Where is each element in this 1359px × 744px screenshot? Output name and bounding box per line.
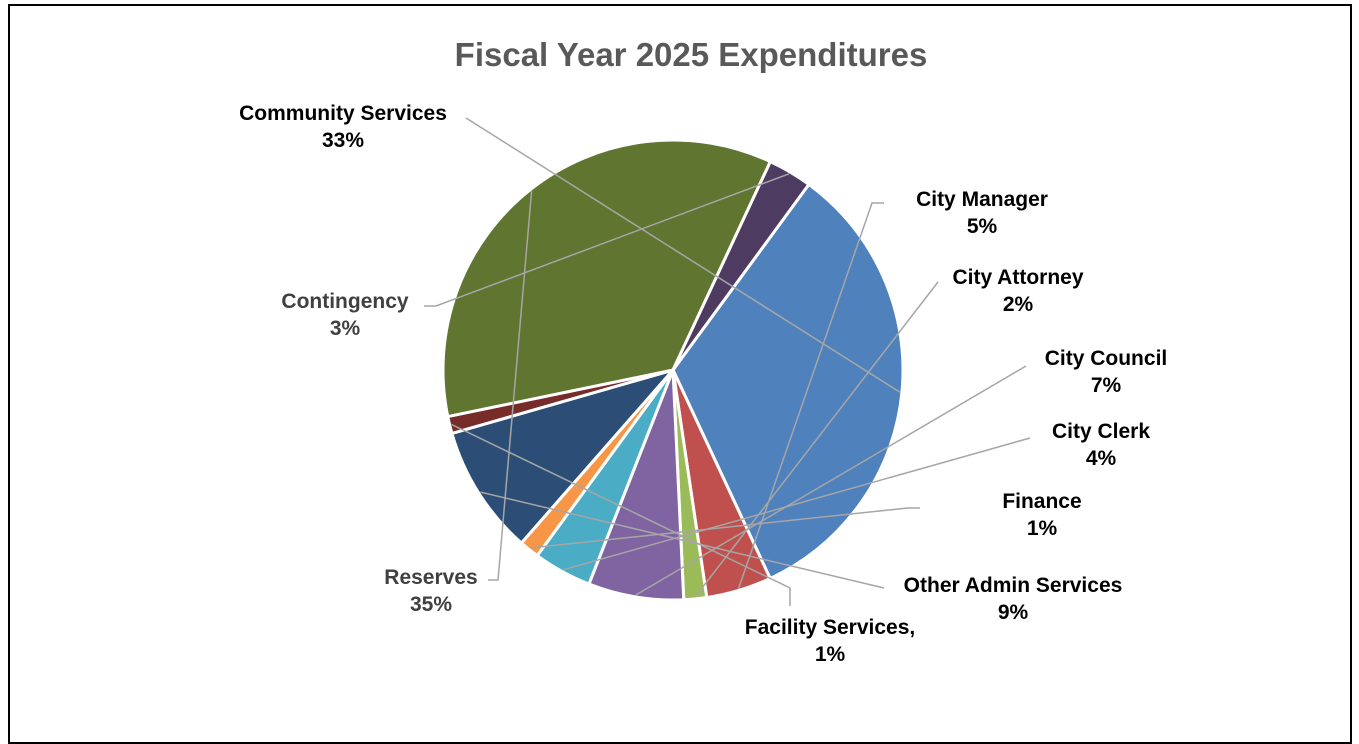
pie-slice-reserves [441,138,772,419]
slice-label-name: Contingency [281,290,408,313]
leader-line [488,191,533,581]
slice-label-value: 1% [1027,517,1058,540]
slice-label-name: Other Admin Services [904,574,1123,597]
pie-slice-community-services [671,182,905,580]
slice-label-name: City Clerk [1052,420,1150,443]
leader-line [635,365,1027,596]
slice-label-name: City Attorney [952,266,1083,289]
slice-label: Reserves 35% [384,566,477,616]
slice-label-value: 2% [1003,293,1034,316]
slice-label-name: Finance [1002,490,1081,513]
slice-label-value: 9% [998,601,1029,624]
leader-line [562,437,1031,571]
leader-line [451,423,791,606]
slice-label-value: 7% [1091,374,1122,397]
slice-label-value: 5% [967,215,998,238]
chart-title: Fiscal Year 2025 Expenditures [455,36,928,73]
slice-label-value: 35% [410,593,452,616]
slice-label: Facility Services, 1% [745,616,915,666]
slice-label: Contingency 3% [281,290,408,340]
pie-slice-contingency [671,160,811,372]
slice-label: Other Admin Services 9% [904,574,1123,624]
slice-label-value: 1% [815,643,846,666]
slice-label-value: 33% [322,129,364,152]
leader-line [424,173,790,307]
slice-label-name: Facility Services, [745,616,915,639]
slice-label: Finance 1% [1002,490,1081,540]
slice-label-name: Community Services [239,102,447,125]
slice-label: City Council 7% [1045,347,1168,397]
leader-line [465,117,901,393]
slice-label: Community Services 33% [239,102,447,152]
slice-label: City Attorney 2% [952,266,1083,316]
slice-label-name: City Manager [916,188,1048,211]
slice-label: City Manager 5% [916,188,1048,238]
leader-line [737,202,884,589]
slice-label-value: 3% [330,317,361,340]
slice-label-name: Reserves [384,566,477,589]
leader-line [480,491,885,589]
slice-label: City Clerk 4% [1052,420,1150,470]
leader-line [694,281,939,598]
slice-label-name: City Council [1045,347,1168,370]
pie-slice-other-admin-services [450,368,675,545]
slice-label-value: 4% [1086,447,1117,470]
